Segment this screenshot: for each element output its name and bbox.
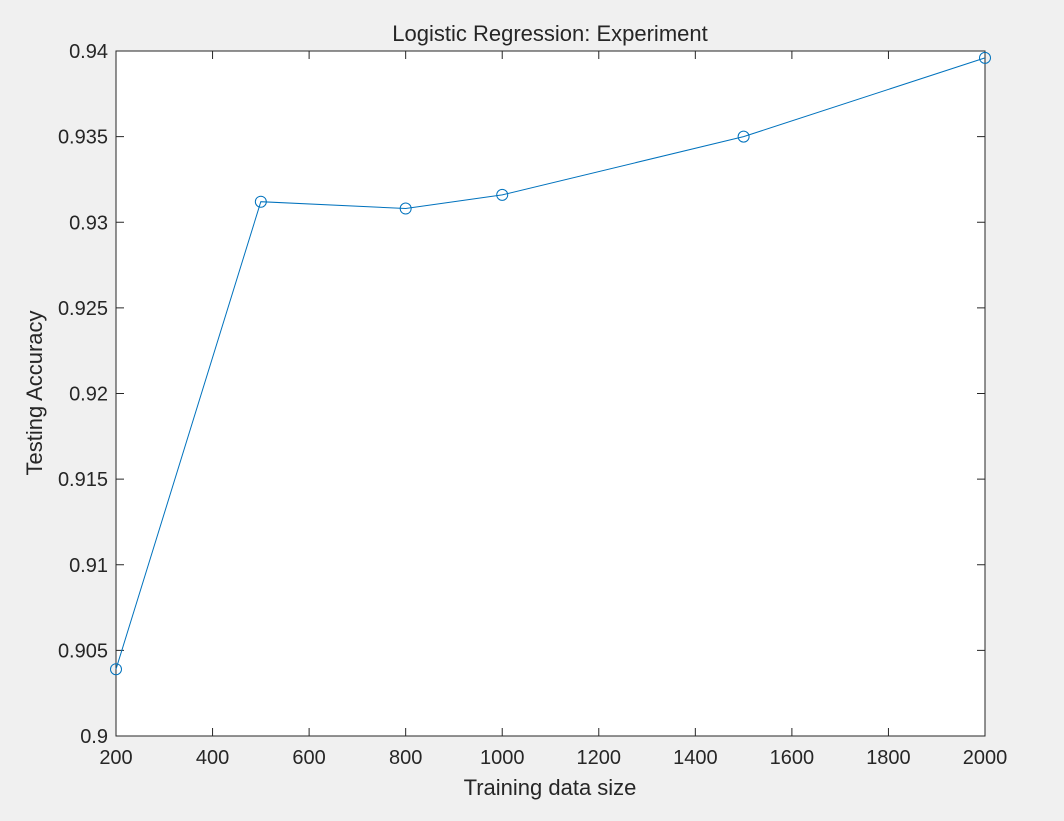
- x-tick-label: 1000: [480, 747, 525, 769]
- x-tick-label: 600: [292, 747, 325, 769]
- chart-title: Logistic Regression: Experiment: [392, 21, 707, 46]
- y-tick-label: 0.9: [80, 726, 108, 748]
- x-tick-label: 200: [99, 747, 132, 769]
- series-line: [115, 57, 986, 670]
- data-point-marker: [110, 663, 122, 676]
- y-tick-label: 0.915: [58, 469, 108, 491]
- x-tick-label: 400: [196, 747, 229, 769]
- data-point-marker: [254, 195, 267, 208]
- x-axis-label: Training data size: [464, 775, 637, 800]
- data-point-marker: [737, 130, 750, 143]
- plot-area: [115, 50, 986, 737]
- y-axis-ticks: 0.9 0.905 0.91 0.915 0.92 0.925 0.93 0.935 0.94: [58, 41, 985, 748]
- data-point-marker: [399, 202, 412, 215]
- y-tick-label: 0.91: [69, 555, 108, 577]
- x-tick-label: 1800: [866, 747, 911, 769]
- y-tick-label: 0.93: [69, 212, 108, 234]
- x-tick-label: 2000: [963, 747, 1008, 769]
- x-tick-label: 1600: [770, 747, 815, 769]
- y-tick-label: 0.905: [58, 640, 108, 662]
- y-tick-label: 0.94: [69, 41, 108, 63]
- x-tick-label: 1400: [673, 747, 718, 769]
- y-tick-label: 0.935: [58, 127, 108, 149]
- y-tick-label: 0.925: [58, 298, 108, 320]
- data-point-marker: [496, 188, 509, 201]
- x-tick-label: 1200: [577, 747, 622, 769]
- series-layer: [110, 51, 991, 676]
- x-axis-ticks: 200 400 600 800 1000 1200 1400 1600 1800 2000: [99, 51, 1007, 769]
- x-tick-label: 800: [389, 747, 422, 769]
- y-tick-label: 0.92: [69, 384, 108, 406]
- y-axis-label: Testing Accuracy: [22, 310, 47, 475]
- data-point-marker: [979, 51, 991, 64]
